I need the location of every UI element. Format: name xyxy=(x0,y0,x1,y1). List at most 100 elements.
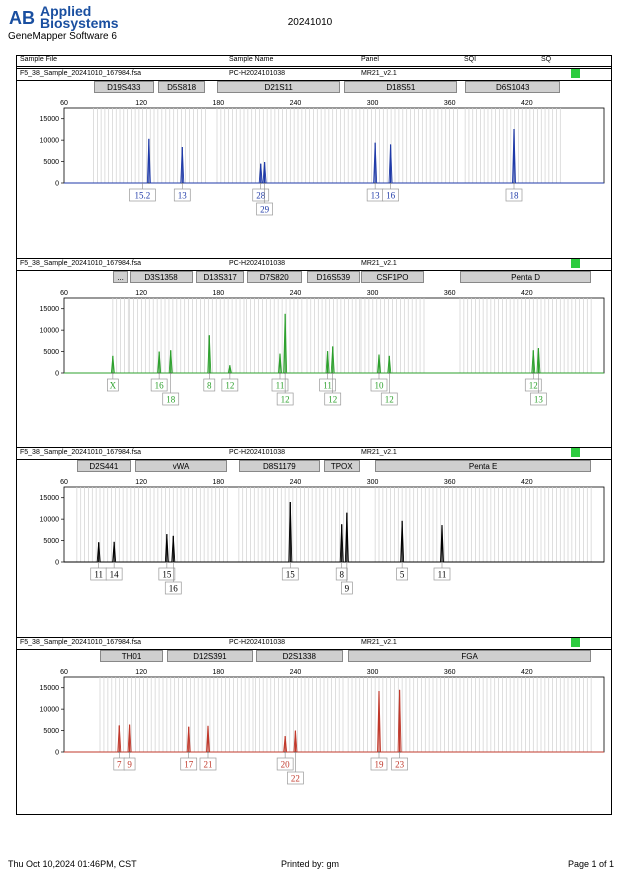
allele-box xyxy=(164,581,182,595)
y-tick-label: 0 xyxy=(55,181,59,188)
trace-line xyxy=(64,128,604,184)
allele-label: 16 xyxy=(169,584,179,594)
allele-label: 12 xyxy=(225,381,234,391)
allele-label: 10 xyxy=(375,381,385,391)
locus-bar: D2S1338 xyxy=(255,650,343,662)
x-tick-label: 420 xyxy=(521,100,533,107)
header-sq: SQ xyxy=(541,56,552,63)
y-tick-label: 5000 xyxy=(43,159,59,166)
locus-bar: vWA xyxy=(134,460,228,472)
locus-bar: D19S433 xyxy=(93,81,154,93)
allele-label: 8 xyxy=(207,381,212,391)
allele-box xyxy=(380,392,398,406)
x-tick-label: 60 xyxy=(60,479,68,486)
allele-box xyxy=(524,378,542,392)
locus-bar: D18S51 xyxy=(344,81,458,93)
y-tick-label: 0 xyxy=(55,560,59,567)
locus-bar: D12S391 xyxy=(166,650,253,662)
allele-label: 20 xyxy=(281,760,291,770)
x-tick-label: 300 xyxy=(367,479,379,486)
electropherogram-panel: F5_38_Sample_20241010_167984.fsa PC-H2024… xyxy=(16,258,612,438)
allele-box xyxy=(287,771,304,785)
allele-box xyxy=(370,378,388,392)
allele-box xyxy=(158,567,176,581)
y-tick-label: 0 xyxy=(55,750,59,757)
allele-label: 11 xyxy=(438,570,447,580)
allele-box xyxy=(281,567,299,581)
x-tick-label: 180 xyxy=(212,479,224,486)
report-title: 20241010 xyxy=(287,17,333,28)
allele-label: 15 xyxy=(286,570,296,580)
svg-text:AB: AB xyxy=(9,8,35,28)
electropherogram-panel: F5_38_Sample_20241010_167984.fsa PC-H2024… xyxy=(16,68,612,248)
electropherogram-plot: 60 120 180 240 300 360 420 0 5000 10000 15000 15.2 1… xyxy=(40,100,605,216)
allele-box xyxy=(203,378,216,392)
allele-label: 5 xyxy=(400,570,405,580)
trace-line xyxy=(64,689,604,753)
x-tick-label: 420 xyxy=(521,479,533,486)
x-tick-label: 60 xyxy=(60,290,68,297)
allele-box xyxy=(105,567,123,581)
x-tick-label: 180 xyxy=(212,290,224,297)
y-tick-label: 0 xyxy=(55,371,59,378)
x-tick-label: 420 xyxy=(521,669,533,676)
allele-box xyxy=(271,378,289,392)
allele-label: 12 xyxy=(385,395,394,405)
allele-label: 11 xyxy=(276,381,285,391)
sample-row: F5_38_Sample_20241010_167984.fsa PC-H2024… xyxy=(16,447,612,460)
x-tick-label: 300 xyxy=(367,669,379,676)
allele-label: 12 xyxy=(281,395,290,405)
y-tick-label: 10000 xyxy=(40,138,60,145)
locus-bar: TPOX xyxy=(323,460,360,472)
allele-box xyxy=(382,188,399,202)
allele-label: 16 xyxy=(386,191,396,201)
sample-panel: MR21_v2.1 xyxy=(361,70,397,77)
y-tick-label: 15000 xyxy=(40,495,60,502)
allele-box xyxy=(199,757,217,771)
locus-bar: D5S818 xyxy=(157,81,206,93)
y-tick-label: 15000 xyxy=(40,306,60,313)
allele-box xyxy=(221,378,239,392)
allele-label: 18 xyxy=(510,191,520,201)
x-tick-label: 300 xyxy=(367,100,379,107)
software-name: GeneMapper Software 6 xyxy=(8,31,117,42)
locus-bar: FGA xyxy=(348,650,592,662)
allele-box xyxy=(396,567,408,581)
header-divider xyxy=(16,66,612,67)
sample-sample-name: PC-H2024101038 xyxy=(229,639,286,646)
x-tick-label: 120 xyxy=(135,290,147,297)
locus-bar: D13S317 xyxy=(196,271,244,283)
electropherogram-plot: 60 120 180 240 300 360 420 0 5000 10000 15000 11 14 1… xyxy=(40,479,605,595)
x-tick-label: 240 xyxy=(290,669,302,676)
y-tick-label: 10000 xyxy=(40,707,60,714)
sample-sample-file: F5_38_Sample_20241010_167984.fsa xyxy=(20,639,142,646)
x-tick-label: 180 xyxy=(212,669,224,676)
x-tick-label: 240 xyxy=(290,479,302,486)
x-tick-label: 120 xyxy=(135,100,147,107)
header-sqi: SQI xyxy=(464,56,477,63)
trace-line xyxy=(64,313,604,374)
x-tick-label: 360 xyxy=(444,100,456,107)
sample-panel: MR21_v2.1 xyxy=(361,639,397,646)
brand-name: Applied Biosystems xyxy=(40,3,119,31)
locus-bar: D7S820 xyxy=(246,271,302,283)
sample-panel: MR21_v2.1 xyxy=(361,260,397,267)
locus-bar: D21S11 xyxy=(217,81,341,93)
y-tick-label: 10000 xyxy=(40,517,60,524)
header-sample-name: Sample Name xyxy=(229,56,274,63)
quality-indicator xyxy=(571,259,580,268)
allele-box xyxy=(341,581,353,595)
x-tick-label: 360 xyxy=(444,479,456,486)
allele-box xyxy=(530,392,547,406)
quality-indicator xyxy=(571,448,580,457)
allele-label: 19 xyxy=(375,760,385,770)
sample-row: F5_38_Sample_20241010_167984.fsa PC-H2024… xyxy=(16,258,612,271)
sample-sample-file: F5_38_Sample_20241010_167984.fsa xyxy=(20,70,142,77)
sample-panel: MR21_v2.1 xyxy=(361,449,397,456)
allele-label: 14 xyxy=(110,570,120,580)
allele-label: 21 xyxy=(204,760,213,770)
allele-box xyxy=(173,188,191,202)
allele-label: 13 xyxy=(178,191,188,201)
electropherogram-panel: F5_38_Sample_20241010_167984.fsa PC-H2024… xyxy=(16,447,612,627)
allele-label: 11 xyxy=(323,381,332,391)
